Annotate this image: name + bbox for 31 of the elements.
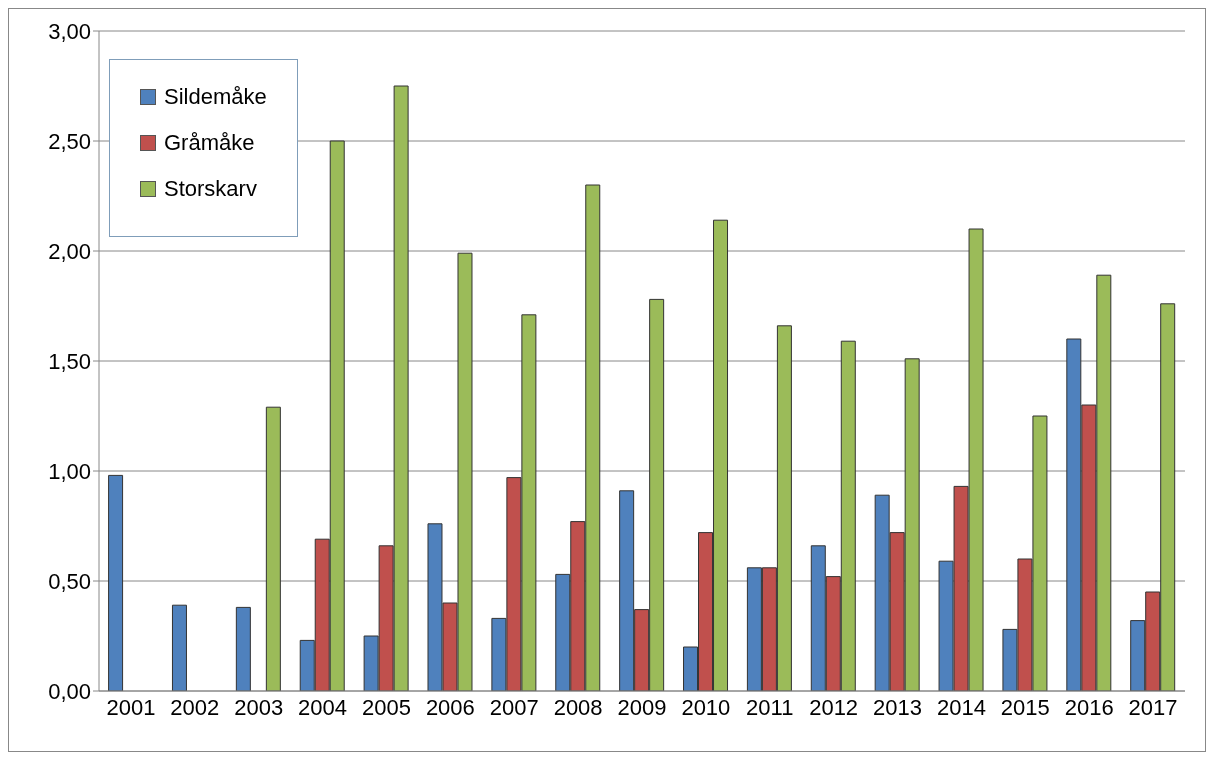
x-tick-label: 2016 (1064, 694, 1114, 720)
x-tick-label: 2005 (361, 694, 411, 720)
x-tick-label: 2012 (809, 694, 859, 720)
legend-label: Sildemåke (164, 84, 267, 110)
legend-label: Gråmåke (164, 130, 255, 156)
x-tick-label: 2004 (298, 694, 348, 720)
x-tick-label: 2002 (170, 694, 220, 720)
y-tick-label: 2,00 (48, 238, 91, 264)
bar (171, 604, 187, 691)
x-tick-label: 2011 (746, 694, 794, 720)
y-tick-label: 1,50 (48, 348, 91, 374)
x-tick-label: 2003 (234, 694, 284, 720)
x-tick-label: 2001 (106, 694, 156, 720)
y-tick-label: 0,00 (48, 678, 91, 704)
y-tick-label: 0,50 (48, 568, 91, 594)
x-tick-label: 2013 (873, 694, 923, 720)
x-tick-label: 2007 (489, 694, 539, 720)
y-tick-label: 2,50 (48, 128, 91, 154)
bar (108, 474, 124, 691)
bar (265, 406, 281, 691)
x-tick-label: 2008 (553, 694, 603, 720)
y-tick-label: 1,00 (48, 458, 91, 484)
x-tick-label: 2009 (617, 694, 667, 720)
x-tick-label: 2010 (681, 694, 731, 720)
x-tick-label: 2015 (1000, 694, 1050, 720)
x-tick-label: 2014 (936, 694, 986, 720)
bar (235, 606, 251, 691)
legend-label: Storskarv (164, 176, 257, 202)
x-tick-label: 2017 (1128, 694, 1178, 720)
y-tick-label: 3,00 (48, 18, 91, 44)
x-tick-label: 2006 (425, 694, 475, 720)
